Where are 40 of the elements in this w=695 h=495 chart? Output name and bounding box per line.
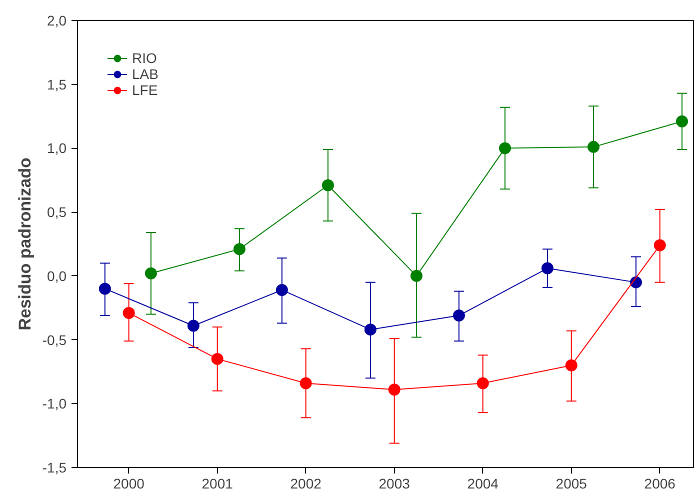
y-tick-label: 2,0 (47, 12, 67, 28)
x-tick-label: 2001 (202, 476, 234, 492)
point (322, 179, 334, 192)
point (144, 267, 157, 280)
x-tick-label: 2006 (644, 476, 676, 492)
point (187, 320, 200, 332)
point (476, 377, 489, 390)
point (300, 377, 312, 390)
y-tick-label: -0,5 (42, 332, 67, 348)
y-tick-label: 0,0 (47, 268, 67, 284)
y-axis-title: Residuo padronizado (15, 158, 34, 330)
point (211, 352, 224, 365)
legend-label: LFE (132, 82, 158, 98)
y-tick-label: 1,0 (47, 140, 67, 156)
y-tick-label: 1,5 (47, 76, 67, 92)
x-tick-label: 2002 (290, 476, 322, 492)
y-tick-label: -1,5 (42, 460, 67, 476)
point (498, 142, 511, 154)
point (388, 384, 400, 396)
x-tick-label: 2005 (556, 476, 588, 492)
point (452, 310, 465, 322)
point (410, 270, 422, 282)
legend-label: LAB (132, 66, 158, 82)
legend-label: RIO (132, 50, 157, 66)
point (122, 306, 135, 319)
point (233, 243, 246, 256)
x-tick-label: 2000 (113, 476, 145, 492)
point (630, 276, 642, 288)
point (364, 324, 376, 336)
point (565, 359, 578, 372)
point (541, 262, 554, 274)
point (676, 115, 688, 128)
point (587, 140, 600, 153)
point (654, 239, 666, 252)
x-tick-label: 2003 (378, 476, 410, 492)
point (98, 282, 111, 295)
point (276, 284, 288, 296)
y-tick-label: -1,0 (42, 396, 67, 412)
y-tick-label: 0,5 (47, 204, 67, 220)
x-tick-label: 2004 (467, 476, 499, 492)
